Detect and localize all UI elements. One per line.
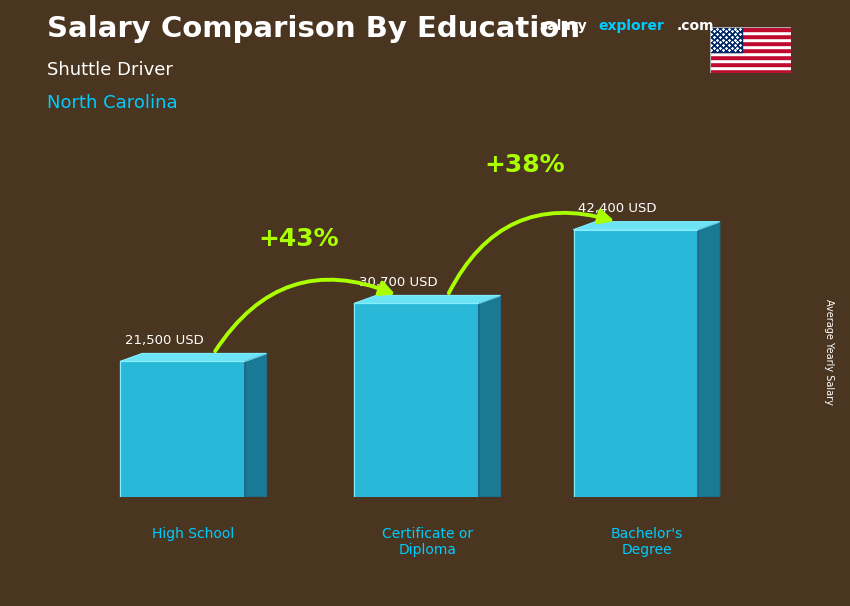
Bar	[710, 27, 791, 31]
Text: High School: High School	[152, 527, 235, 541]
Polygon shape	[698, 222, 720, 497]
Text: Average Yearly Salary: Average Yearly Salary	[824, 299, 834, 404]
Polygon shape	[574, 230, 698, 497]
Polygon shape	[479, 296, 501, 497]
Polygon shape	[574, 222, 720, 230]
Polygon shape	[354, 304, 479, 497]
Text: .com: .com	[677, 19, 714, 33]
Bar	[710, 65, 791, 69]
Text: 42,400 USD: 42,400 USD	[578, 202, 656, 215]
Bar	[710, 55, 791, 59]
Text: 21,500 USD: 21,500 USD	[125, 334, 203, 347]
Bar	[710, 62, 791, 65]
Text: explorer: explorer	[598, 19, 664, 33]
Bar	[710, 41, 791, 45]
Bar	[710, 69, 791, 73]
Bar	[710, 59, 791, 62]
Bar	[710, 27, 742, 52]
Text: North Carolina: North Carolina	[47, 94, 178, 112]
Polygon shape	[121, 353, 266, 361]
Text: Certificate or
Diploma: Certificate or Diploma	[382, 527, 473, 558]
Text: +43%: +43%	[258, 227, 339, 251]
Bar	[710, 38, 791, 41]
Bar	[710, 35, 791, 38]
Polygon shape	[121, 361, 245, 497]
Bar	[710, 48, 791, 52]
Polygon shape	[245, 353, 266, 497]
Text: +38%: +38%	[484, 153, 565, 177]
Text: salary: salary	[540, 19, 587, 33]
Bar	[710, 45, 791, 48]
Bar	[710, 31, 791, 35]
Bar	[710, 52, 791, 55]
Text: Shuttle Driver: Shuttle Driver	[47, 61, 173, 79]
Polygon shape	[354, 296, 501, 304]
Text: Bachelor's
Degree: Bachelor's Degree	[610, 527, 683, 558]
Text: Salary Comparison By Education: Salary Comparison By Education	[47, 15, 580, 43]
Text: 30,700 USD: 30,700 USD	[359, 276, 437, 288]
